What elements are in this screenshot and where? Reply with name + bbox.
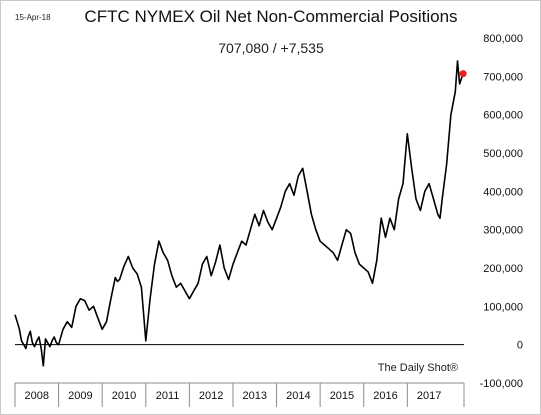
last-point-marker xyxy=(459,70,467,78)
x-tick-label: 2013 xyxy=(243,390,267,402)
x-tick-label: 2014 xyxy=(286,390,310,402)
plot-area xyxy=(14,60,467,367)
x-tick-label: 2010 xyxy=(112,390,136,402)
x-axis: 2008 2009 2010 2011 2012 2013 2014 2015 2016 2017 xyxy=(14,382,465,407)
date-stamp: 15-Apr-18 xyxy=(15,13,51,22)
y-tick-label: 100,000 xyxy=(483,301,523,313)
y-tick-label: 0 xyxy=(517,340,523,352)
source-label: The Daily Shot® xyxy=(378,362,458,374)
y-tick-label: 300,000 xyxy=(483,225,523,237)
x-tick-label: 2015 xyxy=(330,390,354,402)
y-axis: -100,000 0 100,000 200,000 300,000 400,000 500… xyxy=(480,33,523,390)
x-tick-label: 2011 xyxy=(156,390,180,402)
series-line xyxy=(14,60,464,367)
y-tick-label: 700,000 xyxy=(483,71,523,83)
chart-subtitle: 707,080 / +7,535 xyxy=(218,40,324,56)
x-tick-label: 2016 xyxy=(373,390,397,402)
x-tick-label: 2009 xyxy=(68,390,92,402)
y-tick-label: -100,000 xyxy=(480,378,523,390)
y-tick-label: 200,000 xyxy=(483,263,523,275)
y-tick-label: 600,000 xyxy=(483,110,523,122)
y-tick-label: 800,000 xyxy=(483,33,523,45)
y-tick-label: 400,000 xyxy=(483,186,523,198)
chart-title: CFTC NYMEX Oil Net Non-Commercial Positi… xyxy=(84,7,457,26)
x-tick-label: 2008 xyxy=(25,390,49,402)
y-tick-label: 500,000 xyxy=(483,148,523,160)
x-tick-label: 2012 xyxy=(199,390,223,402)
x-tick-label: 2017 xyxy=(417,390,441,402)
